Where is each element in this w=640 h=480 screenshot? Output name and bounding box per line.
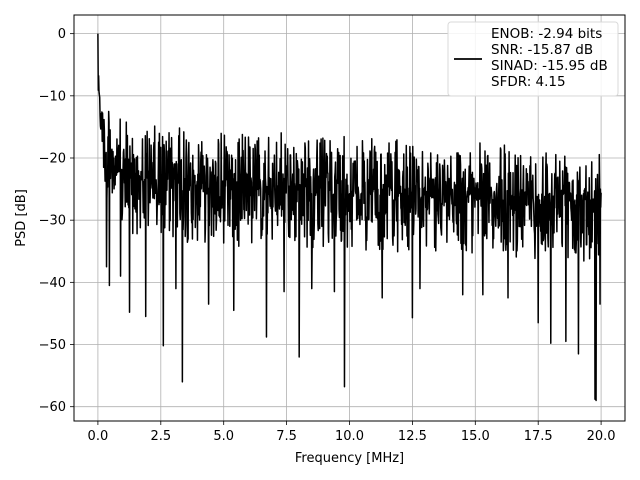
y-axis-label: PSD [dB] — [14, 189, 29, 247]
legend-label: ENOB: -2.94 bits SNR: -15.87 dB SINAD: -15… — [491, 26, 608, 90]
legend-line-2: SNR: -15.87 dB — [491, 42, 593, 58]
legend: ENOB: -2.94 bits SNR: -15.87 dB SINAD: -15… — [447, 21, 619, 97]
legend-line-1: ENOB: -2.94 bits — [491, 26, 602, 42]
psd-series-line — [97, 33, 602, 402]
x-tick-label: 15.0 — [461, 429, 490, 444]
legend-line-3: SINAD: -15.95 dB — [491, 58, 608, 74]
legend-line-4: SFDR: 4.15 — [491, 74, 566, 90]
y-tick-label: −50 — [39, 338, 66, 353]
y-tick-label: −20 — [39, 152, 66, 167]
ticks: 0.0 2.5 5.0 7.5 10.0 12.5 15.0 17.5 20.0 0 −10 −20 −… — [39, 27, 616, 444]
y-tick-label: −40 — [39, 276, 66, 291]
y-tick-label: −10 — [39, 89, 66, 104]
x-tick-label: 2.5 — [150, 429, 171, 444]
y-tick-label: −60 — [39, 400, 66, 415]
x-tick-label: 10.0 — [335, 429, 364, 444]
x-axis-label: Frequency [MHz] — [295, 451, 404, 466]
x-tick-label: 7.5 — [276, 429, 297, 444]
y-tick-label: 0 — [58, 27, 66, 42]
x-tick-label: 12.5 — [398, 429, 427, 444]
x-tick-label: 17.5 — [524, 429, 553, 444]
x-tick-label: 5.0 — [213, 429, 234, 444]
plot-data — [97, 33, 602, 402]
x-tick-label: 0.0 — [88, 429, 109, 444]
x-tick-label: 20.0 — [587, 429, 616, 444]
legend-box — [447, 21, 619, 97]
y-tick-label: −30 — [39, 214, 66, 229]
